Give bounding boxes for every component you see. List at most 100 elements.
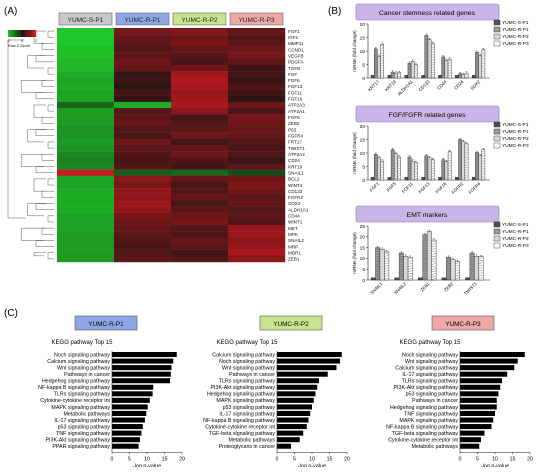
gene-label: ATP2A2 — [288, 152, 305, 157]
legend-swatch — [493, 26, 501, 33]
qpcr-bar-hatch — [469, 276, 475, 278]
qpcr-bar-hatch — [481, 62, 486, 65]
kegg-term-label: Wnt signaling pathway — [222, 365, 275, 371]
qpcr-bar-hatch — [374, 177, 378, 179]
qpcr-bar-hatch — [464, 149, 469, 151]
heatmap-cell — [114, 231, 172, 238]
qpcr-bar — [379, 249, 385, 281]
qpcr-bar-hatch — [380, 161, 384, 164]
heatmap-cell — [57, 194, 115, 201]
qpcr-bar-hatch — [422, 260, 428, 262]
qpcr-bar-hatch — [447, 172, 452, 174]
qpcr-bar — [387, 177, 392, 181]
qpcr-bar — [444, 161, 449, 181]
qpcr-bar-hatch — [441, 72, 445, 75]
qpcr-bar-hatch — [481, 175, 486, 177]
qpcr-bar-hatch — [374, 71, 378, 74]
heatmap-cell — [57, 175, 115, 183]
kegg-term-label: Hedgehog signaling pathway — [207, 392, 275, 398]
qpcr-bar-hatch — [441, 177, 445, 180]
legend-label: YUMC-R-P3 — [502, 243, 529, 249]
legend-label: YUMC-S-P1 — [502, 122, 529, 128]
gene-label: FGFR2 — [288, 195, 304, 200]
qpcr-bar-hatch — [424, 161, 429, 163]
qpcr-bar-hatch — [475, 175, 479, 178]
qpcr-bar-hatch — [407, 76, 412, 78]
qpcr-bar-hatch — [481, 52, 486, 55]
gene-label: TWIST1 — [288, 146, 305, 151]
legend-swatch — [493, 33, 501, 40]
qpcr-bar-hatch — [391, 72, 395, 75]
colorkey-swatch — [29, 30, 31, 37]
y-axis-label: mRNA (fold change) — [352, 232, 357, 274]
qpcr-bar-hatch — [391, 177, 395, 180]
kegg-term-label: Hedgehog signaling pathway — [42, 379, 110, 385]
qpcr-bar-hatch — [391, 170, 395, 172]
kegg-bar — [112, 424, 143, 430]
qpcr-bar-hatch — [391, 152, 395, 155]
heatmap-cell — [114, 120, 172, 127]
colorkey-swatch — [34, 30, 37, 37]
qpcr-bar-hatch — [446, 257, 451, 260]
qpcr-bar-hatch — [407, 162, 412, 165]
qpcr-bar-hatch — [441, 172, 445, 175]
qpcr-bar-hatch — [431, 59, 435, 61]
qpcr-title-box — [355, 105, 500, 123]
heatmap-cell — [114, 77, 172, 84]
kegg-x-tick-label: 20 — [344, 456, 350, 462]
x-tick-label: FGF11 — [401, 181, 414, 194]
qpcr-bar-hatch — [422, 242, 428, 245]
qpcr-bar-hatch — [374, 160, 378, 162]
qpcr-bar-hatch — [374, 59, 378, 61]
qpcr-bar-hatch — [408, 260, 413, 262]
dendrogram-branch — [35, 55, 54, 63]
qpcr-bar-hatch — [399, 271, 404, 273]
kegg-sample-label: YUMC-R-P1 — [88, 321, 124, 328]
gene-label: MET — [288, 226, 298, 231]
heatmap-cell — [228, 40, 286, 47]
qpcr-bar-hatch — [481, 72, 486, 75]
qpcr-bar-hatch — [424, 48, 429, 50]
panel-label-c: (C) — [4, 308, 18, 319]
colorkey-swatch — [27, 30, 30, 37]
qpcr-bar-hatch — [407, 170, 412, 172]
dendrogram-branch — [41, 80, 54, 87]
dendrogram-branch — [21, 80, 46, 93]
heatmap-cell — [57, 46, 115, 53]
gene-label: SNAIL1 — [288, 170, 304, 175]
heatmap-cell — [228, 101, 286, 109]
heatmap-cell — [114, 188, 172, 195]
kegg-bar — [112, 410, 147, 416]
heatmap-cell — [228, 249, 286, 257]
qpcr-bar-hatch — [446, 272, 451, 275]
qpcr-bar-hatch — [447, 69, 452, 72]
qpcr-bar-hatch — [399, 253, 404, 256]
qpcr-bar — [474, 256, 480, 281]
gene-label: FRT17 — [288, 140, 302, 145]
heatmap-cell — [57, 95, 115, 103]
kegg-title: KEGG pathway Top 15 — [400, 340, 462, 346]
qpcr-bar — [426, 231, 432, 281]
heatmap-cell — [57, 28, 115, 35]
qpcr-bar-hatch — [424, 63, 429, 65]
heatmap-cell — [228, 151, 286, 158]
qpcr-bar-hatch — [431, 245, 437, 248]
qpcr-bar-hatch — [464, 154, 469, 156]
qpcr-bar-hatch — [374, 66, 378, 69]
qpcr-bar-hatch — [469, 258, 475, 261]
qpcr-bar-hatch — [481, 162, 486, 165]
qpcr-bar-hatch — [384, 275, 389, 277]
heatmap-cell — [228, 114, 286, 121]
qpcr-bar — [455, 177, 459, 181]
qpcr-bar-hatch — [475, 170, 479, 173]
qpcr-bar-hatch — [478, 264, 484, 267]
qpcr-bar-hatch — [431, 69, 435, 71]
qpcr-title: Cancer stemness related genes — [379, 10, 476, 17]
qpcr-bar-hatch — [464, 151, 469, 154]
kegg-x-tick-label: 15 — [510, 456, 516, 462]
qpcr-bar-hatch — [441, 65, 445, 67]
qpcr-bar-hatch — [481, 50, 486, 52]
legend-label: YUMC-R-P1 — [502, 229, 529, 235]
qpcr-bar-hatch — [478, 262, 484, 264]
heatmap-cell — [114, 52, 172, 59]
